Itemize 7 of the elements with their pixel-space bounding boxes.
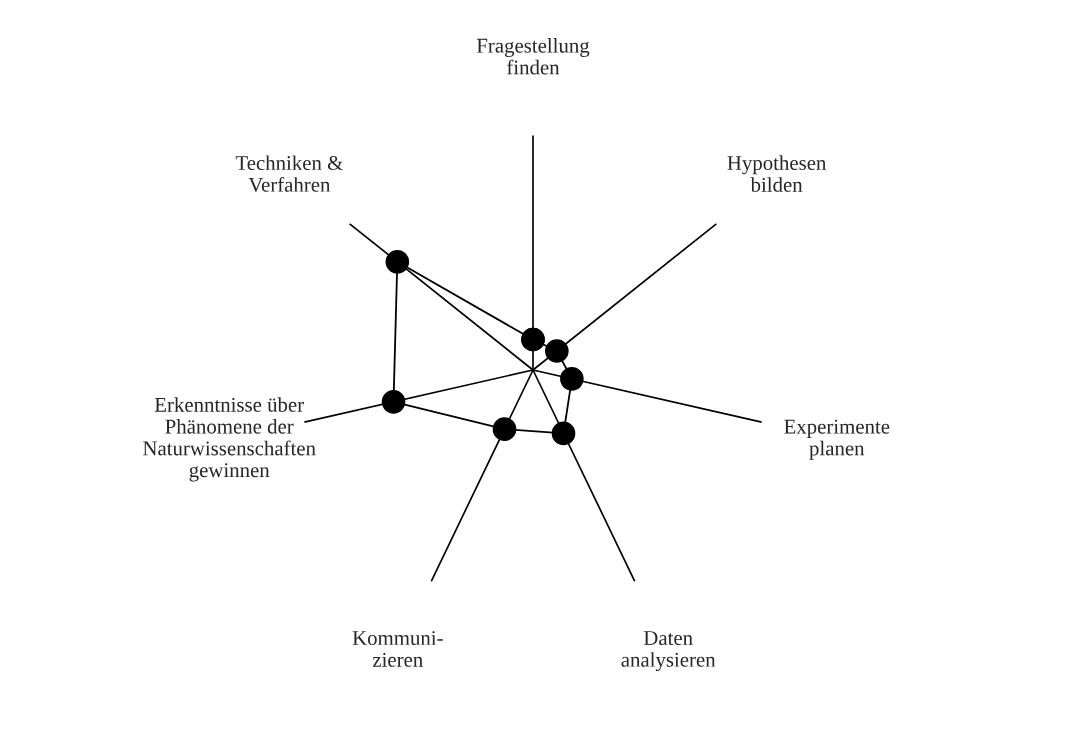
spoke-label: Fragestellung finden [476,38,590,75]
spoke-label: Experimente planen [784,419,890,460]
spoke-label: Kommuni- zieren [352,631,443,667]
spoke-label: Erkenntnisse über Phänomene der Naturwissenschaften gewinnen [143,397,316,482]
spoke-label: Daten analysieren [621,631,716,672]
spoke-label: Techniken & Verfahren [235,155,343,192]
spoke-label: Hypothesen bilden [727,155,827,192]
